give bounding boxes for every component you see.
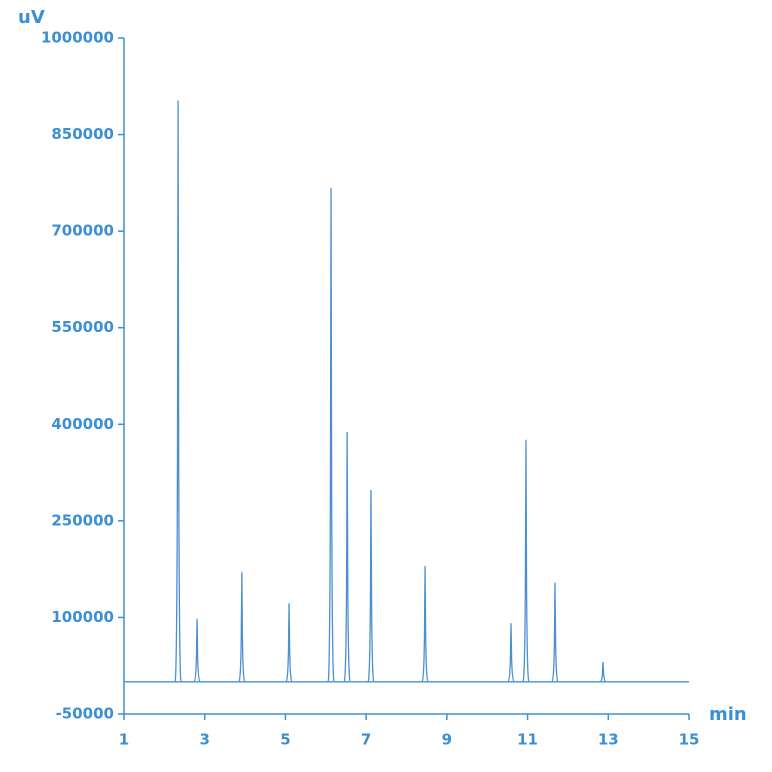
x-tick-label: 13 <box>598 731 619 749</box>
x-tick-label: 1 <box>119 731 129 749</box>
peak <box>507 623 515 683</box>
x-tick-label: 3 <box>199 731 209 749</box>
y-tick-label: 850000 <box>51 125 114 143</box>
peak <box>174 100 182 683</box>
y-axis-title: uV <box>18 7 45 28</box>
y-tick-label: 250000 <box>51 511 114 529</box>
y-tick-label: 400000 <box>51 415 114 433</box>
x-tick-label: 5 <box>280 731 290 749</box>
x-tick-label: 7 <box>361 731 371 749</box>
x-axis-title: min <box>709 704 747 725</box>
peak <box>238 572 246 683</box>
y-tick-label: 100000 <box>51 608 114 626</box>
peak <box>285 603 293 683</box>
y-tick-label: 550000 <box>51 318 114 336</box>
peak <box>551 582 559 683</box>
peak <box>367 489 375 683</box>
y-tick-label: 700000 <box>51 222 114 240</box>
x-tick-label: 11 <box>517 731 538 749</box>
peak <box>327 188 335 683</box>
peak <box>193 618 201 683</box>
y-tick-label: -50000 <box>56 705 114 723</box>
x-tick-label: 9 <box>442 731 452 749</box>
y-tick-label: 1000000 <box>41 29 114 47</box>
peak <box>522 439 530 683</box>
peak <box>421 565 429 683</box>
x-tick-label: 15 <box>679 731 700 749</box>
peak <box>343 432 351 683</box>
peak <box>599 661 607 683</box>
